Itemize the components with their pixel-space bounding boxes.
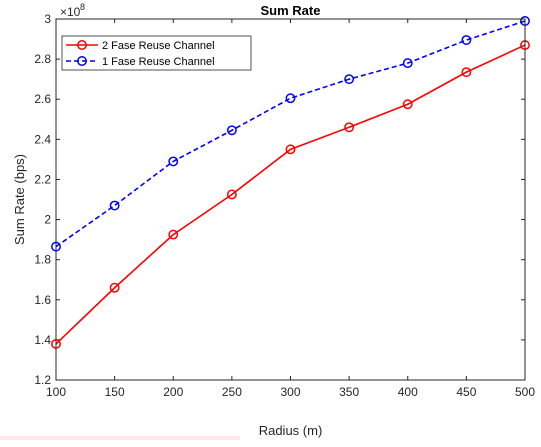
legend-box bbox=[61, 35, 252, 71]
data-point bbox=[109, 200, 120, 211]
data-point bbox=[344, 74, 355, 85]
y-tick-label: 2.8 bbox=[34, 52, 51, 66]
x-tick-label: 400 bbox=[398, 385, 418, 399]
series-2 bbox=[51, 16, 530, 252]
y-tick-label: 1.6 bbox=[34, 293, 51, 307]
legend: 2 Fase Reuse Channel 1 Fase Reuse Channel bbox=[61, 35, 252, 71]
x-tick-label: 500 bbox=[515, 385, 535, 399]
data-point bbox=[285, 144, 296, 155]
y-exponent-power: 8 bbox=[80, 2, 85, 12]
legend-marker bbox=[77, 56, 87, 66]
series-1 bbox=[51, 40, 530, 349]
data-series bbox=[51, 16, 530, 349]
legend-label: 2 Fase Reuse Channel bbox=[102, 40, 215, 52]
data-point bbox=[168, 156, 179, 167]
y-tick-label: 2.2 bbox=[34, 172, 51, 186]
x-axis-label: Radius (m) bbox=[259, 423, 323, 438]
x-tick-label: 250 bbox=[222, 385, 242, 399]
data-point bbox=[226, 125, 237, 136]
data-point bbox=[344, 122, 355, 133]
legend-marker bbox=[77, 40, 87, 50]
axes-frame bbox=[55, 18, 526, 381]
series-line bbox=[55, 20, 526, 248]
data-point bbox=[461, 35, 472, 46]
y-tick-label: 2 bbox=[44, 213, 51, 227]
legend-label: 1 Fase Reuse Channel bbox=[102, 56, 215, 68]
legend-entry: 1 Fase Reuse Channel bbox=[66, 56, 215, 68]
x-tick-label: 100 bbox=[46, 385, 66, 399]
axis-ticks: 100 150 200 250 300 350 400 450 500 1.2 1.4 1.6 1.8 2… bbox=[34, 12, 535, 399]
y-axis-exponent: ×10 8 bbox=[60, 2, 85, 19]
data-point bbox=[226, 189, 237, 200]
y-tick-label: 2.4 bbox=[34, 132, 51, 146]
chart-title: Sum Rate bbox=[261, 3, 321, 18]
y-tick-label: 1.4 bbox=[34, 333, 51, 347]
y-tick-label: 1.8 bbox=[34, 253, 51, 267]
data-point bbox=[461, 67, 472, 78]
x-tick-label: 200 bbox=[163, 385, 183, 399]
series-line bbox=[55, 44, 526, 345]
plot-area bbox=[56, 19, 525, 380]
data-point bbox=[402, 99, 413, 110]
data-point bbox=[168, 229, 179, 240]
data-point bbox=[285, 93, 296, 104]
data-point bbox=[402, 58, 413, 69]
y-axis-label: Sum Rate (bps) bbox=[12, 154, 27, 245]
x-tick-label: 150 bbox=[105, 385, 125, 399]
x-tick-label: 350 bbox=[339, 385, 359, 399]
axes-box bbox=[55, 18, 526, 381]
y-exponent-base: ×10 bbox=[60, 5, 81, 19]
x-tick-label: 450 bbox=[456, 385, 476, 399]
x-tick-label: 300 bbox=[280, 385, 300, 399]
y-tick-label: 2.6 bbox=[34, 92, 51, 106]
legend-entry: 2 Fase Reuse Channel bbox=[66, 40, 215, 52]
y-tick-label: 1.2 bbox=[34, 373, 51, 387]
data-point bbox=[109, 282, 120, 293]
y-tick-label: 3 bbox=[44, 12, 51, 26]
